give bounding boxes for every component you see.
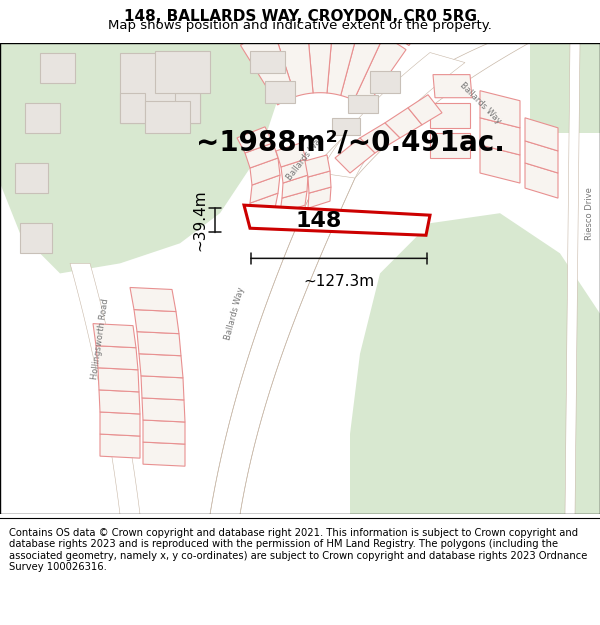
Polygon shape [433,74,472,98]
Polygon shape [335,138,375,173]
Text: Map shows position and indicative extent of the property.: Map shows position and indicative extent… [108,19,492,32]
Polygon shape [175,92,200,123]
Polygon shape [145,101,190,133]
Polygon shape [250,158,280,185]
Polygon shape [370,71,400,92]
Polygon shape [141,376,184,400]
Polygon shape [354,36,406,108]
Polygon shape [120,92,145,123]
Polygon shape [137,332,181,356]
Text: 148: 148 [295,211,341,231]
Polygon shape [203,0,272,41]
Polygon shape [385,107,422,138]
Polygon shape [350,213,600,514]
Polygon shape [525,118,558,151]
Polygon shape [334,0,377,22]
Polygon shape [241,30,295,105]
Polygon shape [143,442,185,466]
Polygon shape [360,0,413,32]
Text: Contains OS data © Crown copyright and database right 2021. This information is : Contains OS data © Crown copyright and d… [9,528,587,572]
Polygon shape [134,309,179,334]
Text: ~127.3m: ~127.3m [304,274,374,289]
Polygon shape [301,0,339,18]
Polygon shape [274,23,313,97]
Polygon shape [250,175,280,203]
Polygon shape [281,159,308,183]
Polygon shape [250,51,285,72]
Polygon shape [0,42,280,273]
Polygon shape [525,141,558,173]
Polygon shape [341,28,383,100]
Text: ~1988m²/~0.491ac.: ~1988m²/~0.491ac. [196,129,505,157]
Text: Ballards Way: Ballards Way [284,134,325,182]
Text: ~39.4m: ~39.4m [192,189,207,251]
Polygon shape [430,133,470,158]
Polygon shape [248,193,278,218]
Polygon shape [308,171,331,193]
Polygon shape [244,205,430,235]
Polygon shape [480,91,520,128]
Polygon shape [332,118,360,135]
Polygon shape [308,187,331,208]
Text: 148, BALLARDS WAY, CROYDON, CR0 5RG: 148, BALLARDS WAY, CROYDON, CR0 5RG [124,9,476,24]
Polygon shape [430,102,470,128]
Polygon shape [120,52,200,123]
Polygon shape [386,0,446,46]
Text: Hollingsworth Road: Hollingsworth Road [90,298,110,380]
Polygon shape [252,0,307,25]
Polygon shape [100,412,140,436]
Polygon shape [525,163,558,198]
Polygon shape [130,288,176,312]
Polygon shape [99,390,140,414]
Polygon shape [20,223,52,253]
Text: Riesco Drive: Riesco Drive [586,187,595,239]
Polygon shape [282,175,308,198]
Text: Ballards Way: Ballards Way [458,80,502,125]
Polygon shape [155,51,210,92]
Polygon shape [320,52,465,178]
Polygon shape [210,42,530,514]
Polygon shape [25,102,60,133]
Polygon shape [280,191,307,213]
Polygon shape [265,81,295,102]
Polygon shape [98,368,139,392]
Polygon shape [307,22,333,93]
Polygon shape [360,123,400,153]
Polygon shape [139,354,183,378]
Polygon shape [40,52,75,82]
Polygon shape [15,163,48,193]
Polygon shape [327,23,359,96]
Polygon shape [96,346,138,370]
Polygon shape [70,263,140,514]
Text: Ballards Way: Ballards Way [224,286,247,341]
Polygon shape [100,434,140,458]
Polygon shape [143,420,185,444]
Polygon shape [565,42,580,514]
Polygon shape [305,155,330,177]
Polygon shape [530,42,600,133]
Polygon shape [276,143,306,167]
Polygon shape [408,95,442,125]
Polygon shape [237,127,273,153]
Polygon shape [142,398,185,422]
Polygon shape [480,118,520,155]
Polygon shape [245,143,278,168]
Polygon shape [480,145,520,183]
Polygon shape [348,95,378,112]
Polygon shape [93,324,136,348]
